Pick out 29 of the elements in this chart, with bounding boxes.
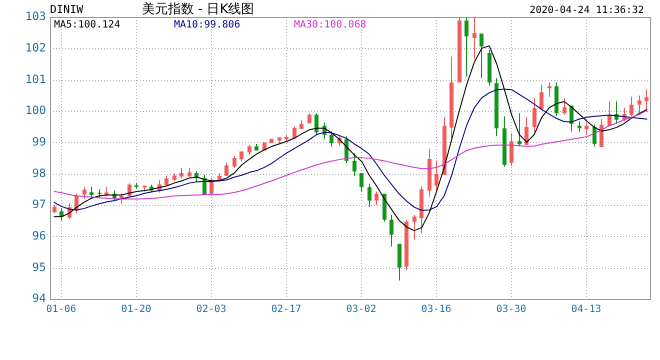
x-tick-label: 01-06	[46, 304, 76, 315]
text: MA10:99.806	[174, 20, 240, 31]
chart-title: 美元指数 - 日K线图	[142, 1, 254, 17]
y-tick-label: 100	[25, 103, 46, 118]
x-tick-label: 03-30	[496, 304, 526, 315]
y-tick-label: 103	[25, 9, 46, 24]
x-tick-label: 01-20	[121, 304, 152, 315]
line-series	[54, 88, 648, 211]
y-tick-label: 101	[25, 72, 46, 86]
line-series	[54, 110, 648, 200]
y-tick-label: 98	[32, 166, 46, 180]
line-series	[54, 45, 648, 232]
text: MA5:100.124	[54, 20, 120, 31]
x-tick-label: 03-02	[346, 304, 376, 315]
y-tick-label: 94	[32, 291, 46, 306]
candlestick	[548, 82, 552, 97]
y-tick-label: 97	[32, 197, 46, 212]
y-tick-label: 95	[32, 260, 46, 274]
chart-subtitle: DINIW	[50, 3, 84, 16]
x-tick-label: 04-13	[571, 304, 602, 315]
x-tick-label: 02-17	[271, 304, 302, 315]
x-tick-label: 03-16	[421, 304, 452, 315]
x-tick-label: 02-03	[196, 304, 226, 315]
text: 2020-04-24 11:36:32	[530, 5, 644, 16]
y-tick-label: 102	[25, 40, 46, 54]
y-tick-label: 96	[32, 228, 46, 242]
text: MA30:100.068	[294, 20, 366, 31]
y-tick-label: 99	[32, 134, 46, 148]
candlestick	[472, 18, 476, 60]
